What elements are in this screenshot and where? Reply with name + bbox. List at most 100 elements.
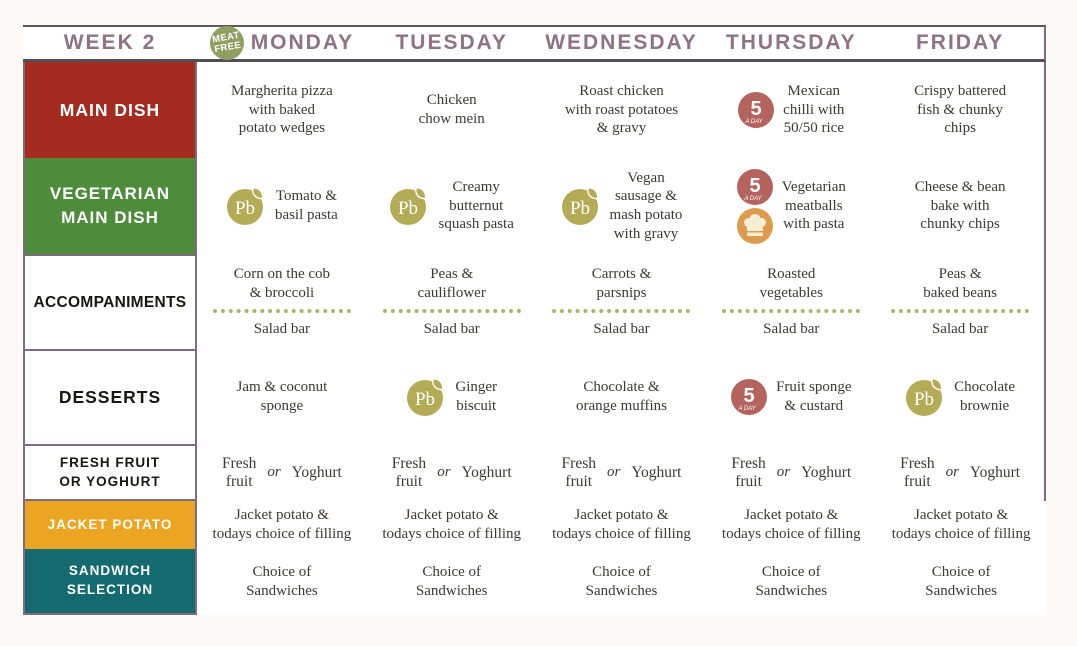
cell-jacket-tuesday: Jacket potato & todays choice of filling bbox=[366, 501, 537, 549]
cell-jacket-thursday: Jacket potato & todays choice of filling bbox=[706, 501, 877, 549]
sandwich-text: Choice of Sandwiches bbox=[415, 564, 488, 599]
five-a-day-icon: 5 A DAY bbox=[738, 92, 775, 128]
meat-free-text-bottom: FREE bbox=[213, 39, 242, 56]
plant-based-label: Pb bbox=[914, 389, 934, 410]
dish-text: Vegetarian meatballs with pasta bbox=[781, 179, 846, 233]
cell-fruit-thursday: Fresh fruit or Yoghurt bbox=[706, 444, 877, 501]
dotted-divider bbox=[212, 309, 351, 314]
accompaniment-text: Corn on the cob & broccoli bbox=[233, 265, 331, 301]
cell-jacket-friday: Jacket potato & todays choice of filling bbox=[876, 501, 1046, 549]
dish-text: Vegan sausage & mash potato with gravy bbox=[609, 169, 683, 242]
week-header: WEEK 2 bbox=[23, 25, 197, 62]
row-label: VEGETARIAN MAIN DISH bbox=[49, 184, 171, 227]
cell-dessert-thursday: 5 A DAY Fruit sponge & custard bbox=[706, 349, 877, 444]
row-label: FRESH FRUIT OR YOGHURT bbox=[59, 454, 161, 489]
salad-bar-text: Salad bar bbox=[253, 321, 311, 338]
cell-jacket-monday: Jacket potato & todays choice of filling bbox=[197, 501, 367, 549]
cell-sandwich-friday: Choice of Sandwiches bbox=[876, 549, 1046, 615]
cell-main-dish-thursday: 5 A DAY Mexican chilli with 50/50 rice bbox=[706, 62, 877, 158]
cell-main-dish-friday: Crispy battered fish & chunky chips bbox=[876, 62, 1046, 158]
cell-sandwich-monday: Choice of Sandwiches bbox=[197, 549, 367, 615]
cell-dessert-monday: Jam & coconut sponge bbox=[197, 349, 367, 444]
cell-main-dish-tuesday: Chicken chow mein bbox=[366, 62, 537, 158]
dish-text: Chicken chow mein bbox=[418, 92, 485, 127]
salad-bar-text: Salad bar bbox=[423, 321, 480, 338]
fresh-fruit-text: Fresh fruit bbox=[731, 454, 766, 490]
plant-based-icon: Pb bbox=[390, 187, 427, 225]
fresh-fruit-text: Fresh fruit bbox=[900, 454, 935, 490]
cell-main-dish-wednesday: Roast chicken with roast potatoes & grav… bbox=[536, 62, 707, 158]
cell-fruit-wednesday: Fresh fruit or Yoghurt bbox=[536, 444, 707, 501]
day-header-wednesday: WEDNESDAY bbox=[536, 25, 707, 62]
cell-veg-wednesday: Pb Vegan sausage & mash potato with grav… bbox=[536, 158, 707, 254]
yoghurt-text: Yoghurt bbox=[461, 463, 512, 481]
or-text: or bbox=[267, 464, 281, 480]
sandwich-text: Choice of Sandwiches bbox=[925, 564, 997, 599]
row-label: JACKET POTATO bbox=[47, 516, 173, 532]
jacket-text: Jacket potato & todays choice of filling bbox=[382, 507, 522, 542]
dish-text: Creamy butternut squash pasta bbox=[438, 179, 514, 233]
dessert-text: Chocolate & orange muffins bbox=[576, 378, 667, 414]
row-label: SANDWICH SELECTION bbox=[66, 563, 154, 597]
row-header-accompaniments: ACCOMPANIMENTS bbox=[23, 254, 197, 349]
five-a-day-caption: A DAY bbox=[744, 119, 763, 125]
sandwich-text: Choice of Sandwiches bbox=[585, 564, 658, 599]
cell-veg-tuesday: Pb Creamy butternut squash pasta bbox=[366, 158, 537, 254]
cell-accomp-wednesday: Carrots & parsnips Salad bar bbox=[536, 254, 707, 349]
five-a-day-number: 5 bbox=[744, 385, 755, 407]
plant-based-label: Pb bbox=[415, 389, 435, 410]
day-label-friday: FRIDAY bbox=[915, 31, 1005, 54]
cell-dessert-wednesday: Chocolate & orange muffins bbox=[536, 349, 707, 444]
row-header-desserts: DESSERTS bbox=[23, 349, 197, 444]
day-label-wednesday: WEDNESDAY bbox=[545, 31, 698, 54]
meat-free-icon: MEAT FREE bbox=[206, 23, 247, 63]
accompaniment-text: Peas & cauliflower bbox=[417, 265, 486, 301]
dish-text: Margherita pizza with baked potato wedge… bbox=[231, 83, 333, 137]
jacket-text: Jacket potato & todays choice of filling bbox=[552, 507, 691, 542]
cell-fruit-monday: Fresh fruit or Yoghurt bbox=[197, 444, 367, 501]
dessert-text: Chocolate brownie bbox=[954, 378, 1015, 414]
five-a-day-caption: A DAY bbox=[737, 406, 756, 412]
cell-fruit-tuesday: Fresh fruit or Yoghurt bbox=[366, 444, 537, 501]
dish-text: Roast chicken with roast potatoes & grav… bbox=[564, 83, 679, 137]
sandwich-text: Choice of Sandwiches bbox=[246, 564, 318, 599]
five-a-day-icon: 5 A DAY bbox=[731, 378, 768, 415]
jacket-text: Jacket potato & todays choice of filling bbox=[891, 507, 1031, 542]
cell-sandwich-thursday: Choice of Sandwiches bbox=[706, 549, 877, 615]
day-label-monday: MONDAY bbox=[250, 31, 355, 54]
row-header-fresh-fruit-or-yoghurt: FRESH FRUIT OR YOGHURT bbox=[23, 444, 197, 501]
cell-veg-friday: Cheese & bean bake with chunky chips bbox=[876, 158, 1046, 254]
plant-based-icon: Pb bbox=[407, 377, 444, 416]
day-header-friday: FRIDAY bbox=[876, 25, 1046, 62]
row-label: ACCOMPANIMENTS bbox=[33, 293, 187, 311]
five-a-day-caption: A DAY bbox=[743, 196, 762, 202]
yoghurt-text: Yoghurt bbox=[631, 463, 682, 481]
cell-accomp-monday: Corn on the cob & broccoli Salad bar bbox=[197, 254, 367, 349]
cell-dessert-friday: Pb Chocolate brownie bbox=[876, 349, 1046, 444]
five-a-day-icon: 5 A DAY bbox=[736, 168, 773, 205]
chef-hat-icon bbox=[736, 207, 773, 244]
dish-text: Cheese & bean bake with chunky chips bbox=[914, 179, 1006, 233]
five-a-day-number: 5 bbox=[751, 98, 762, 120]
cell-main-dish-monday: Margherita pizza with baked potato wedge… bbox=[197, 62, 367, 158]
day-header-monday: MEAT FREE MONDAY bbox=[197, 23, 367, 63]
day-header-thursday: THURSDAY bbox=[706, 25, 877, 62]
cell-veg-thursday: 5 A DAY Vegetarian meatballs with pasta bbox=[706, 158, 877, 254]
cell-veg-monday: Pb Tomato & basil pasta bbox=[197, 158, 367, 254]
dish-text: Tomato & basil pasta bbox=[274, 188, 338, 223]
dotted-divider bbox=[382, 309, 521, 314]
row-header-vegetarian-main-dish: VEGETARIAN MAIN DISH bbox=[23, 158, 197, 254]
dotted-divider bbox=[722, 309, 861, 314]
fresh-fruit-text: Fresh fruit bbox=[391, 454, 427, 490]
plant-based-label: Pb bbox=[398, 198, 418, 219]
or-text: or bbox=[437, 464, 451, 480]
row-header-sandwich-selection: SANDWICH SELECTION bbox=[23, 549, 197, 615]
badge-stack: 5 A DAY bbox=[736, 168, 773, 244]
cell-accomp-friday: Peas & baked beans Salad bar bbox=[876, 254, 1046, 349]
salad-bar-text: Salad bar bbox=[593, 321, 650, 338]
jacket-text: Jacket potato & todays choice of filling bbox=[212, 507, 352, 542]
dish-text: Crispy battered fish & chunky chips bbox=[914, 83, 1007, 137]
day-label-tuesday: TUESDAY bbox=[395, 31, 508, 54]
or-text: or bbox=[945, 464, 959, 480]
dish-text: Mexican chilli with 50/50 rice bbox=[783, 83, 845, 137]
